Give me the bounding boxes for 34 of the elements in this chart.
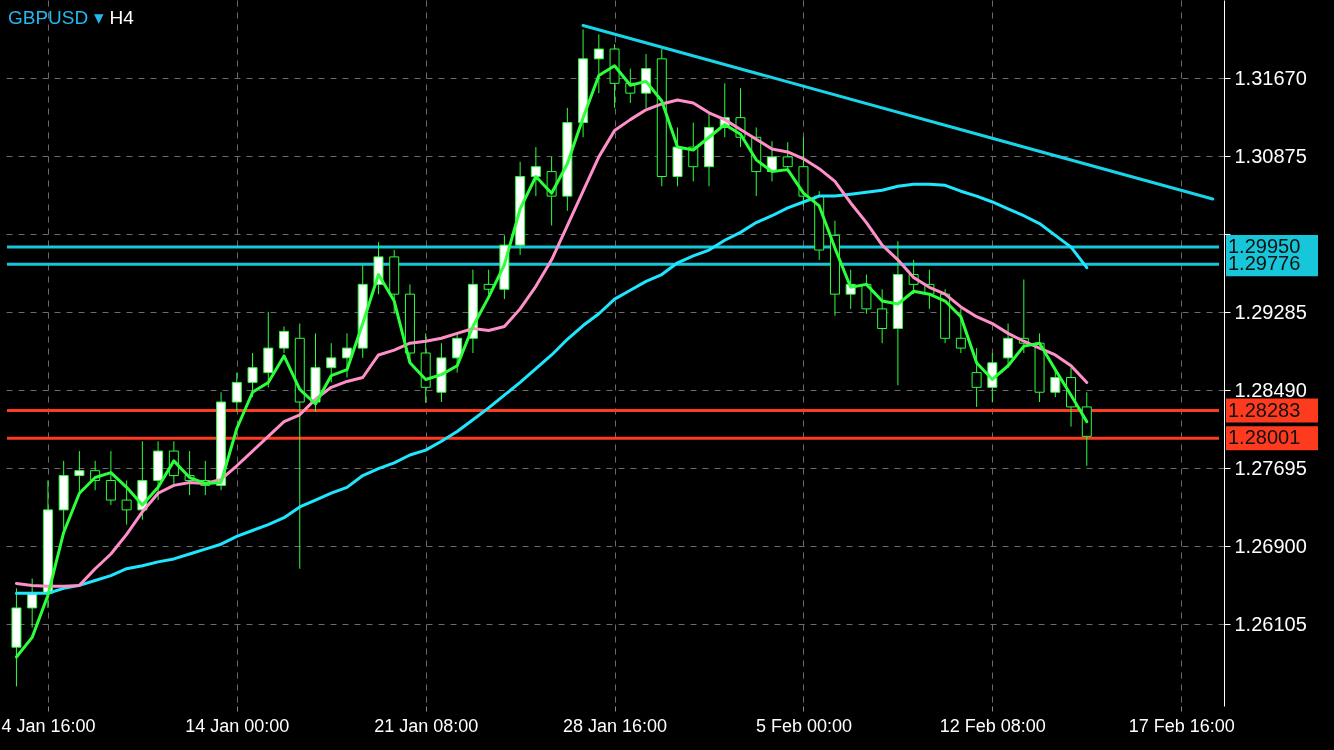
y-tick-label: 1.26105 <box>1234 612 1307 635</box>
x-tick-label: 17 Feb 16:00 <box>1128 715 1235 736</box>
chart-subtitle: H4 <box>109 7 134 28</box>
y-tick-label: 1.30875 <box>1234 144 1307 167</box>
candlestick <box>121 479 132 526</box>
candlestick <box>341 332 352 379</box>
candlestick <box>1003 323 1014 369</box>
y-tick-label: 1.26900 <box>1234 534 1307 557</box>
candlestick <box>971 347 982 408</box>
candlestick <box>105 450 116 506</box>
ref-line-label: 1.28283 <box>1228 398 1301 421</box>
candlestick <box>955 308 966 354</box>
y-tick-label: 1.31670 <box>1234 66 1307 89</box>
x-tick-label: 5 Feb 00:00 <box>755 715 852 736</box>
chart-title: GBPUSD ▾ <box>8 7 104 28</box>
y-tick-label: 1.28490 <box>1234 378 1307 401</box>
x-tick-label: 12 Feb 08:00 <box>939 715 1046 736</box>
candlestick <box>27 578 38 629</box>
candlestick <box>279 326 290 354</box>
candlestick <box>231 372 242 413</box>
y-tick-label: 1.27695 <box>1234 456 1307 479</box>
candlestick <box>530 146 541 197</box>
x-tick-label: 14 Jan 00:00 <box>185 715 290 736</box>
candlestick <box>247 352 258 398</box>
ref-line-label: 1.28001 <box>1228 426 1301 449</box>
y-tick-label: 1.29285 <box>1234 300 1307 323</box>
x-tick-label: 4 Jan 16:00 <box>1 715 96 736</box>
line-series <box>14 98 1089 588</box>
x-tick-label: 21 Jan 08:00 <box>374 715 479 736</box>
ref-line-label: 1.29776 <box>1228 252 1301 275</box>
candlestick <box>326 342 337 383</box>
x-tick-label: 28 Jan 16:00 <box>563 715 668 736</box>
candlestick <box>877 288 888 344</box>
candlestick <box>452 332 463 374</box>
